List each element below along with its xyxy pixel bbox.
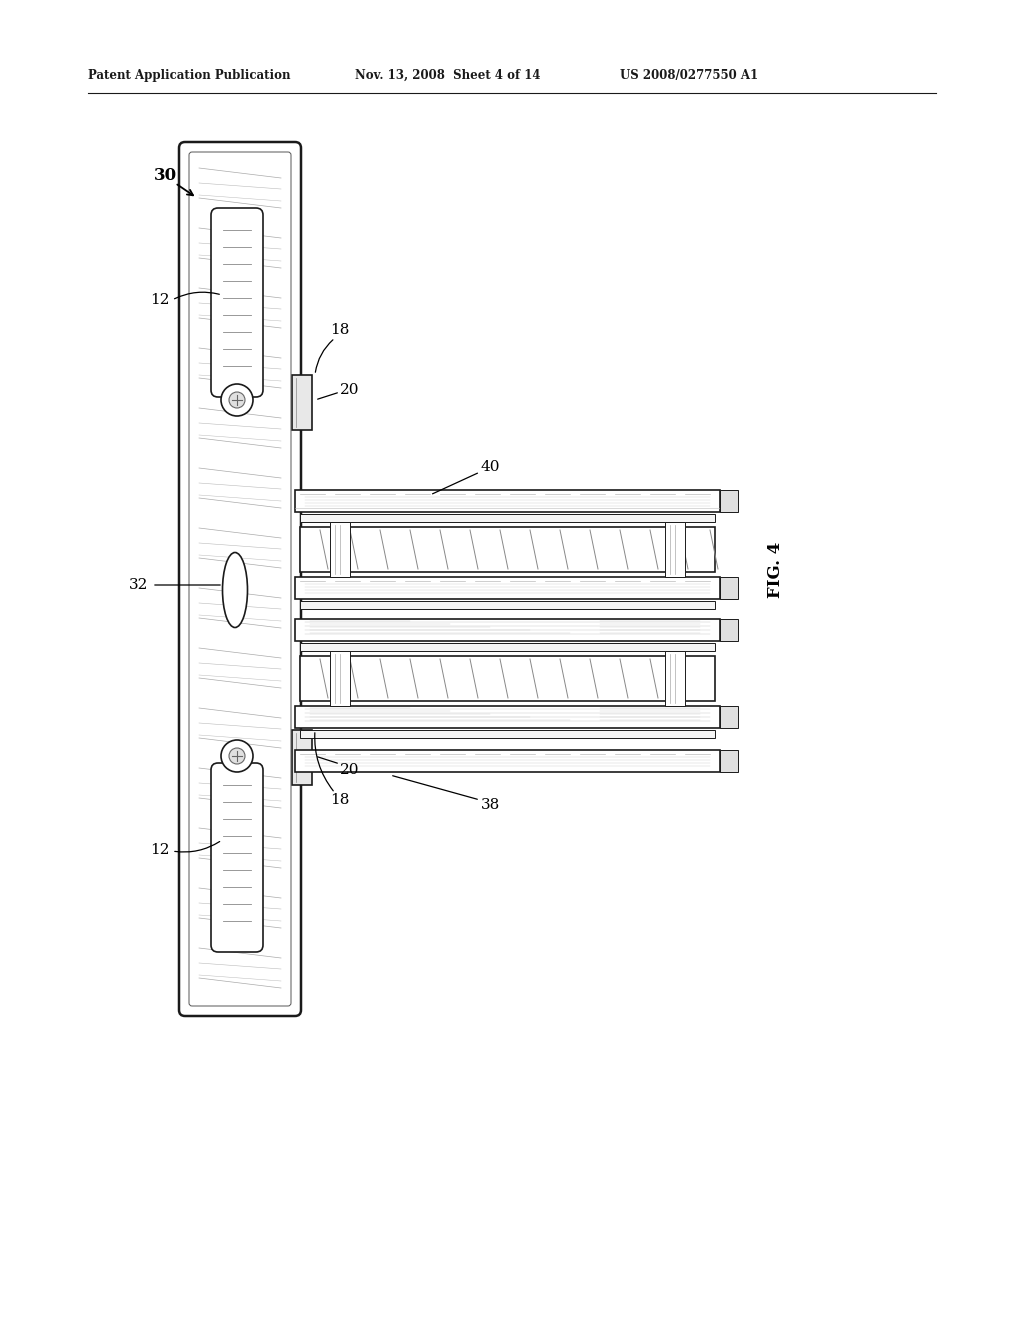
Text: 12: 12 (151, 843, 170, 857)
Bar (330, 521, 350, 577)
Circle shape (221, 741, 253, 772)
Text: 18: 18 (331, 793, 349, 807)
Bar (300, 730, 715, 738)
Bar (300, 513, 715, 521)
Text: 38: 38 (480, 799, 500, 812)
Ellipse shape (222, 553, 248, 627)
Bar (720, 750, 738, 772)
FancyBboxPatch shape (211, 763, 263, 952)
Bar (665, 521, 685, 577)
Text: US 2008/0277550 A1: US 2008/0277550 A1 (620, 69, 758, 82)
Text: Nov. 13, 2008  Sheet 4 of 14: Nov. 13, 2008 Sheet 4 of 14 (355, 69, 541, 82)
Bar (300, 643, 715, 651)
Circle shape (229, 748, 245, 764)
Text: 32: 32 (129, 578, 148, 591)
Bar (300, 527, 715, 572)
Text: FIG. 4: FIG. 4 (767, 543, 783, 598)
Bar (292, 375, 312, 430)
Bar (295, 706, 720, 729)
Bar (295, 577, 720, 599)
FancyBboxPatch shape (211, 209, 263, 397)
Circle shape (221, 384, 253, 416)
Bar (295, 750, 720, 772)
Text: 18: 18 (331, 323, 349, 337)
Bar (720, 706, 738, 729)
Bar (300, 656, 715, 701)
FancyBboxPatch shape (179, 143, 301, 1016)
Bar (720, 490, 738, 512)
Bar (665, 651, 685, 706)
Text: Patent Application Publication: Patent Application Publication (88, 69, 291, 82)
Text: 30: 30 (154, 166, 176, 183)
Bar (295, 490, 720, 512)
Bar (720, 619, 738, 642)
Text: 12: 12 (151, 293, 170, 308)
Text: 40: 40 (480, 459, 500, 474)
Text: 20: 20 (340, 763, 359, 777)
Text: 20: 20 (340, 383, 359, 397)
Bar (292, 730, 312, 785)
Circle shape (229, 392, 245, 408)
Bar (720, 577, 738, 599)
Bar (295, 619, 720, 642)
Bar (330, 651, 350, 706)
Bar (300, 601, 715, 609)
